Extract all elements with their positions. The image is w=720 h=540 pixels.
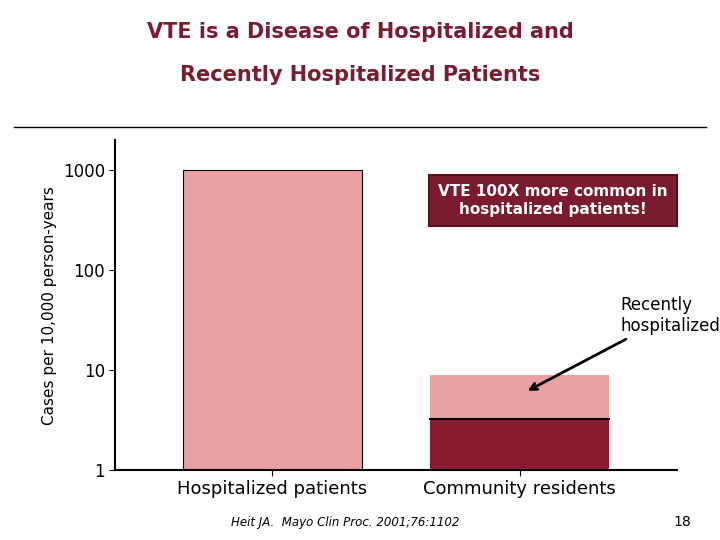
Y-axis label: Cases per 10,000 person-years: Cases per 10,000 person-years [42, 186, 57, 424]
Text: 18: 18 [673, 515, 691, 529]
Bar [430, 420, 609, 470]
Bar [183, 171, 362, 470]
Text: Heit JA.  Mayo Clin Proc. 2001;76:1102: Heit JA. Mayo Clin Proc. 2001;76:1102 [231, 516, 460, 529]
Bar [430, 375, 609, 420]
Text: Recently
hospitalized: Recently hospitalized [531, 296, 720, 389]
Text: VTE is a Disease of Hospitalized and: VTE is a Disease of Hospitalized and [147, 22, 573, 42]
Text: Recently Hospitalized Patients: Recently Hospitalized Patients [180, 65, 540, 85]
Text: VTE 100X more common in
hospitalized patients!: VTE 100X more common in hospitalized pat… [438, 184, 668, 217]
